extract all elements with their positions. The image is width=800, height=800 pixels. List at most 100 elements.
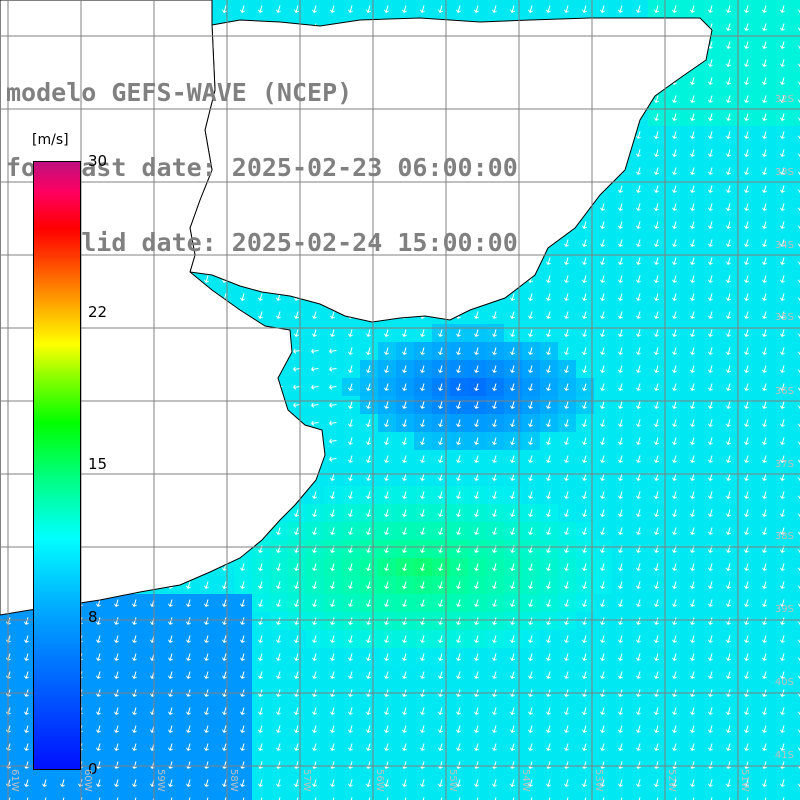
wind-arrow [582,365,587,373]
wind-arrow [330,329,335,337]
wind-arrow [726,275,731,283]
wind-arrow [474,5,479,13]
wind-arrow [708,113,713,121]
wind-arrow [384,347,389,355]
wind-arrow [618,257,623,265]
wind-arrow [726,95,731,103]
wind-speed-cell [396,792,414,800]
wind-arrow [456,347,461,355]
wind-arrow [690,5,695,13]
wind-arrow [780,5,785,13]
wind-arrow [330,311,335,319]
wind-arrow [420,329,425,337]
wind-speed-cell [216,792,234,800]
wind-arrow [492,437,497,445]
wind-arrow [510,437,515,445]
wind-arrow [618,437,623,445]
wind-arrow [690,167,695,175]
wind-arrow [672,383,677,391]
wind-arrow [744,437,749,445]
wind-arrow [384,455,389,463]
wind-arrow [636,131,641,139]
wind-arrow [618,221,623,229]
wind-arrow [726,401,731,409]
wind-arrow [672,95,677,103]
wind-arrow [240,5,245,13]
wind-arrow [636,437,641,445]
wind-arrow [582,437,587,445]
wind-arrow [510,383,515,391]
lon-label: 52W [666,769,677,792]
wind-arrow [311,366,319,372]
wind-arrow [600,419,605,427]
wind-speed-cell [792,270,800,288]
wind-speed-cell [792,648,800,666]
wind-arrow [636,257,641,265]
wind-speed-cell [360,792,378,800]
wind-arrow [744,329,749,337]
wind-arrow [690,203,695,211]
wind-arrow [672,329,677,337]
wind-arrow [654,5,659,13]
wind-arrow [636,149,641,157]
wind-arrow [366,383,371,391]
colorbar [33,161,81,770]
wind-arrow [582,239,587,247]
wind-arrow [690,95,695,103]
wind-arrow [708,77,713,85]
wind-speed-cell [792,666,800,684]
wind-speed-cell [792,450,800,468]
wind-arrow [564,455,569,463]
wind-arrow [600,221,605,229]
wind-arrow [582,383,587,391]
wind-speed-cell [792,738,800,756]
wind-arrow [690,257,695,265]
wind-arrow [708,401,713,409]
wind-arrow [618,311,623,319]
lat-label: 41S [774,750,794,761]
wind-arrow [654,311,659,319]
wind-arrow [600,329,605,337]
wind-arrow [726,239,731,247]
wind-arrow [708,221,713,229]
wind-arrow [329,420,337,426]
wind-arrow [672,167,677,175]
wind-arrow [726,257,731,265]
wind-arrow [654,239,659,247]
wind-speed-cell [738,792,756,800]
wind-arrow [420,401,425,409]
wind-arrow [510,455,515,463]
wind-arrow [708,275,713,283]
wind-arrow [564,293,569,301]
wind-arrow [510,347,515,355]
wind-arrow [708,95,713,103]
wind-arrow [672,5,677,13]
wind-arrow [780,437,785,445]
wind-arrow [636,365,641,373]
wind-arrow [600,347,605,355]
wind-arrow [276,5,281,13]
wind-arrow [474,455,479,463]
wind-arrow [708,149,713,157]
wind-arrow [510,5,515,13]
wind-arrow [582,347,587,355]
wind-arrow [276,311,281,319]
wind-arrow [474,419,479,427]
wind-arrow [762,401,767,409]
wind-arrow [384,437,389,445]
wind-arrow [348,5,353,13]
title-forecast-date: forecast date: 2025-02-23 06:00:00 [6,153,518,182]
wind-arrow [384,5,389,13]
wind-arrow [510,293,515,301]
wind-speed-cell [792,234,800,252]
wind-arrow [546,293,551,301]
colorbar-tick-15: 15 [88,455,108,473]
wind-speed-cell [792,630,800,648]
wind-speed-cell [576,792,594,800]
wind-arrow [258,293,263,301]
wind-arrow [690,419,695,427]
wind-arrow [348,473,353,481]
wind-arrow [564,5,569,13]
wind-arrow [222,5,227,13]
wind-arrow [690,329,695,337]
